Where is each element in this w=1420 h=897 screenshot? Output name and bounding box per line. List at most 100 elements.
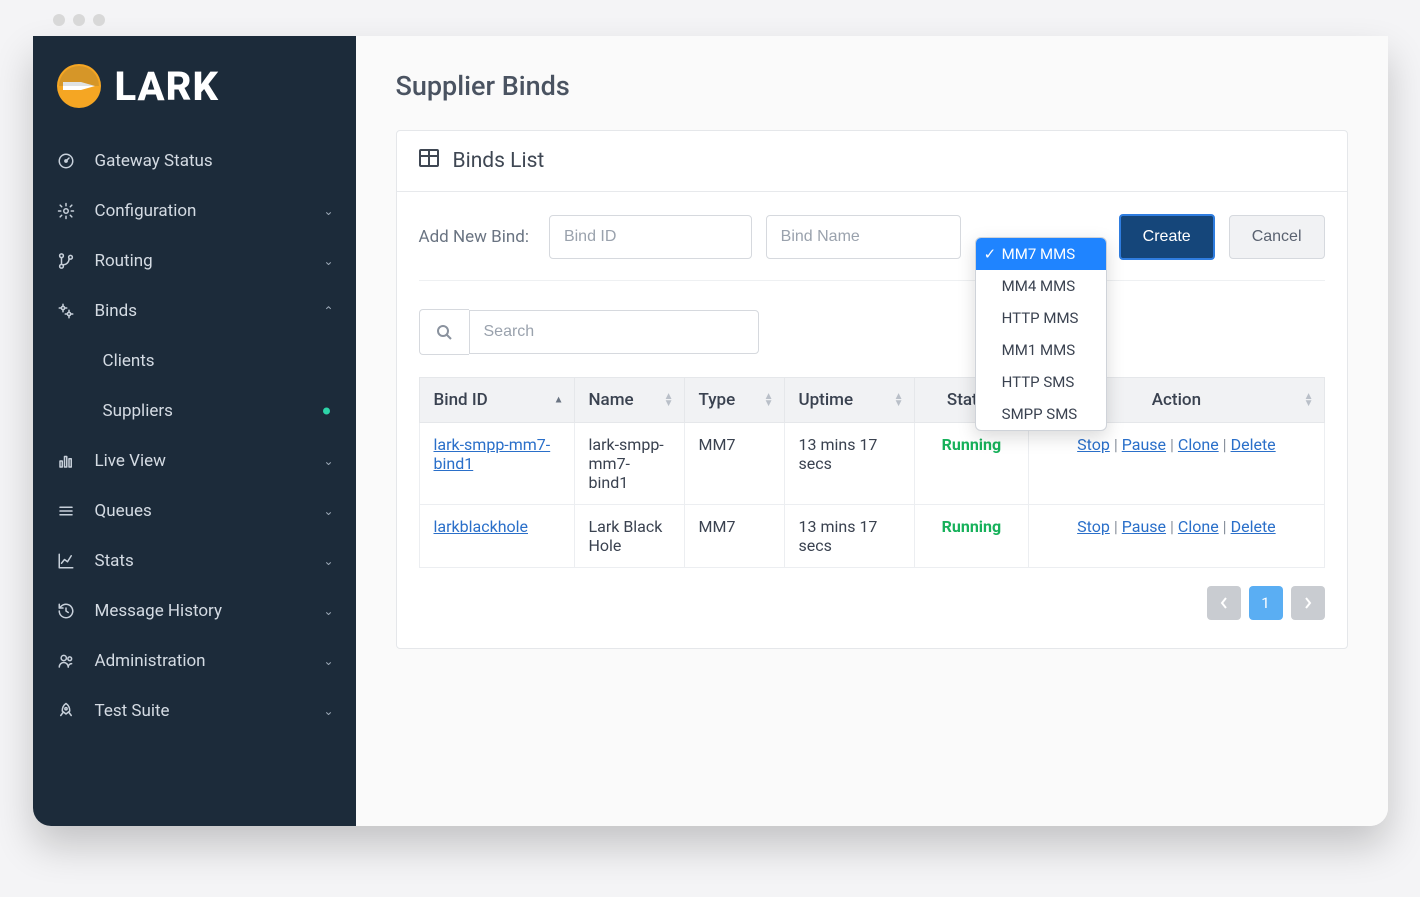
- table-header-uptime[interactable]: Uptime▲▼: [784, 378, 914, 423]
- binds-card: Binds List Add New Bind: MM7 MMSMM4 MMSH…: [396, 130, 1348, 649]
- sidebar-item-label: Configuration: [95, 201, 197, 221]
- logo-mark-icon: [55, 62, 103, 110]
- cell-name: Lark Black Hole: [574, 505, 684, 568]
- sidebar-item-label: Gateway Status: [95, 151, 213, 171]
- app-window: LARK Gateway Status Configuration ⌄ Routing…: [33, 36, 1388, 826]
- sidebar-item-label: Message History: [95, 601, 223, 621]
- pagination-page-1[interactable]: 1: [1249, 586, 1283, 620]
- sidebar-item-message-history[interactable]: Message History ⌄: [33, 586, 356, 636]
- table-header-label: Name: [589, 390, 634, 410]
- sidebar-subitem-label: Suppliers: [103, 401, 173, 421]
- sidebar-item-label: Administration: [95, 651, 206, 671]
- sidebar-item-live-view[interactable]: Live View⌄: [33, 436, 356, 486]
- chevron-down-icon: ⌄: [323, 604, 333, 618]
- sidebar-item-administration[interactable]: Administration ⌄: [33, 636, 356, 686]
- logo-text: LARK: [115, 63, 219, 110]
- sidebar-item-gateway-status[interactable]: Gateway Status: [33, 136, 356, 186]
- cell-name: lark-smpp-mm7-bind1: [574, 423, 684, 505]
- traffic-light-max[interactable]: [93, 14, 105, 26]
- sidebar-item-stats[interactable]: Stats ⌄: [33, 536, 356, 586]
- cell-status: Running: [914, 423, 1029, 505]
- bind-name-input[interactable]: [766, 215, 961, 259]
- traffic-lights: [49, 10, 1372, 36]
- cell-status: Running: [914, 505, 1029, 568]
- dropdown-option-mm7-mms[interactable]: MM7 MMS: [976, 238, 1106, 270]
- logo: LARK: [33, 50, 356, 136]
- sidebar-item-label: Test Suite: [95, 701, 170, 721]
- users-icon: [55, 652, 77, 670]
- menu-icon: [55, 502, 77, 520]
- create-button[interactable]: Create: [1119, 214, 1215, 260]
- action-clone[interactable]: Clone: [1178, 435, 1219, 454]
- table-header-bind-id[interactable]: Bind ID▲: [419, 378, 574, 423]
- table-header-name[interactable]: Name▲▼: [574, 378, 684, 423]
- pagination-next[interactable]: [1291, 586, 1325, 620]
- dropdown-option-http-sms[interactable]: HTTP SMS: [976, 366, 1106, 398]
- table-header-label: Bind ID: [434, 390, 488, 410]
- table-header-type[interactable]: Type▲▼: [684, 378, 784, 423]
- table-header-label: Uptime: [799, 390, 854, 410]
- sidebar-subitem-label: Clients: [103, 351, 155, 371]
- dropdown-option-mm1-mms[interactable]: MM1 MMS: [976, 334, 1106, 366]
- status-badge: Running: [942, 435, 1002, 454]
- card-header: Binds List: [397, 131, 1347, 192]
- search-icon[interactable]: [419, 309, 469, 355]
- cell-type: MM7: [684, 505, 784, 568]
- sidebar-item-label: Queues: [95, 501, 152, 521]
- sidebar-item-test-suite[interactable]: Test Suite ⌄: [33, 686, 356, 736]
- action-delete[interactable]: Delete: [1231, 435, 1276, 454]
- sidebar-item-configuration[interactable]: Configuration ⌄: [33, 186, 356, 236]
- chevron-down-icon: ⌄: [323, 654, 333, 668]
- bind-id-link[interactable]: lark-smpp-mm7-bind1: [434, 435, 551, 473]
- rocket-icon: [55, 702, 77, 720]
- sidebar-item-binds[interactable]: Binds⌃: [33, 286, 356, 336]
- status-badge: Running: [942, 517, 1002, 536]
- action-stop[interactable]: Stop: [1077, 517, 1110, 536]
- gear-icon: [55, 202, 77, 220]
- traffic-light-min[interactable]: [73, 14, 85, 26]
- sidebar-subitem-clients[interactable]: Clients: [33, 336, 356, 386]
- chart-icon: [55, 552, 77, 570]
- action-pause[interactable]: Pause: [1122, 517, 1166, 536]
- cell-type: MM7: [684, 423, 784, 505]
- search-input[interactable]: [469, 310, 759, 354]
- chevron-down-icon: ⌄: [323, 504, 333, 518]
- add-bind-label: Add New Bind:: [419, 227, 529, 247]
- action-pause[interactable]: Pause: [1122, 435, 1166, 454]
- active-dot-icon: [323, 408, 330, 415]
- chevron-down-icon: ⌄: [323, 554, 333, 568]
- pagination: 1: [419, 586, 1325, 620]
- table-header-label: Action: [1152, 390, 1201, 410]
- action-stop[interactable]: Stop: [1077, 435, 1110, 454]
- sidebar: LARK Gateway Status Configuration ⌄ Routing…: [33, 36, 356, 826]
- chevron-down-icon: ⌄: [323, 704, 333, 718]
- main-content: Supplier Binds Binds List Add New Bind:: [356, 36, 1388, 826]
- gears-icon: [55, 302, 77, 320]
- dropdown-option-smpp-sms[interactable]: SMPP SMS: [976, 398, 1106, 430]
- sidebar-item-label: Binds: [95, 301, 137, 321]
- sidebar-subitem-suppliers[interactable]: Suppliers: [33, 386, 356, 436]
- dropdown-option-mm4-mms[interactable]: MM4 MMS: [976, 270, 1106, 302]
- cell-actions: Stop|Pause|Clone|Delete: [1029, 423, 1324, 505]
- branch-icon: [55, 252, 77, 270]
- table-row: larkblackholeLark Black HoleMM713 mins 1…: [419, 505, 1324, 568]
- sidebar-item-label: Live View: [95, 451, 166, 471]
- dropdown-option-http-mms[interactable]: HTTP MMS: [976, 302, 1106, 334]
- card-title: Binds List: [453, 149, 545, 173]
- traffic-light-close[interactable]: [53, 14, 65, 26]
- action-clone[interactable]: Clone: [1178, 517, 1219, 536]
- sidebar-item-label: Stats: [95, 551, 134, 571]
- table-row: lark-smpp-mm7-bind1lark-smpp-mm7-bind1MM…: [419, 423, 1324, 505]
- chevron-down-icon: ⌄: [323, 204, 333, 218]
- pagination-prev[interactable]: [1207, 586, 1241, 620]
- bind-type-dropdown-menu: MM7 MMSMM4 MMSHTTP MMSMM1 MMSHTTP SMSSMP…: [975, 237, 1107, 431]
- bind-id-link[interactable]: larkblackhole: [434, 517, 529, 536]
- action-delete[interactable]: Delete: [1231, 517, 1276, 536]
- sidebar-item-queues[interactable]: Queues ⌄: [33, 486, 356, 536]
- card-body: Add New Bind: MM7 MMSMM4 MMSHTTP MMSMM1 …: [397, 192, 1347, 648]
- table-icon: [419, 149, 439, 173]
- bind-id-input[interactable]: [549, 215, 752, 259]
- cancel-button[interactable]: Cancel: [1229, 215, 1325, 259]
- sidebar-item-routing[interactable]: Routing⌄: [33, 236, 356, 286]
- gauge-icon: [55, 152, 77, 170]
